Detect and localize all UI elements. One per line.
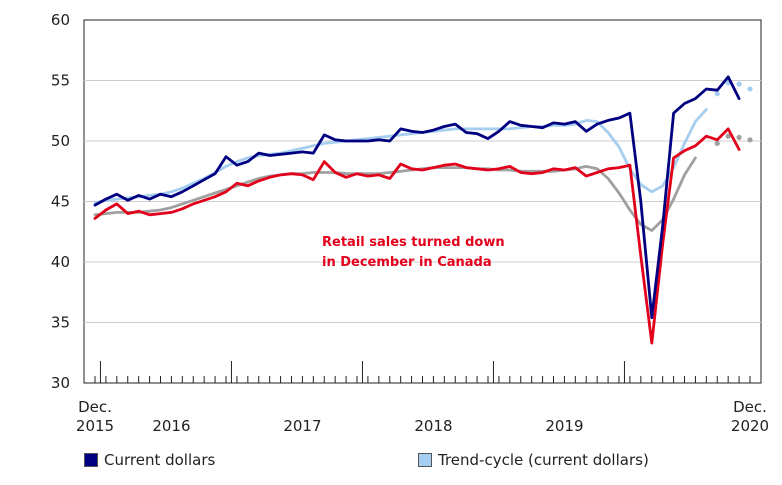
series-line-current-dollars — [93, 75, 741, 320]
series-line-constant-dollars — [93, 127, 741, 345]
x-tick-label-year: 2019 — [545, 417, 583, 435]
series-point — [747, 86, 753, 92]
annotation-line-2: in December in Canada — [322, 255, 492, 270]
series-point — [747, 137, 753, 143]
legend-item-trend-cycle: Trend-cycle (current dollars) — [418, 449, 649, 471]
y-tick-label: 40 — [51, 253, 70, 271]
series-point — [714, 91, 720, 97]
legend-label-trend-cycle: Trend-cycle (current dollars) — [438, 451, 649, 469]
y-tick-label: 60 — [51, 11, 70, 29]
y-tick-label: 35 — [51, 314, 70, 332]
series-point — [725, 133, 731, 139]
x-tick-label-year: 2020 — [731, 417, 769, 435]
legend-swatch-trend-cycle — [418, 453, 432, 467]
legend-label-current-dollars: Current dollars — [104, 451, 216, 469]
annotation-line-1: Retail sales turned down — [322, 235, 505, 250]
y-tick-label: 55 — [51, 72, 70, 90]
x-tick-label-year: 2018 — [414, 417, 452, 435]
series-point — [736, 81, 742, 87]
series-line-trend-cycle-current-dollars — [93, 108, 708, 205]
y-tick-label: 30 — [51, 374, 70, 392]
x-tick-label-month: Dec. — [733, 398, 767, 416]
x-tick-label-month: Dec. — [78, 398, 112, 416]
series-lines — [93, 75, 753, 345]
series-point — [736, 134, 742, 140]
x-tick-label-year: 2015 — [76, 417, 114, 435]
y-tick-label: 45 — [51, 193, 70, 211]
x-tick-label-year: 2017 — [283, 417, 321, 435]
legend-item-current-dollars: Current dollars — [84, 449, 215, 471]
y-tick-label: 50 — [51, 132, 70, 150]
series-point — [714, 140, 720, 147]
y-axis-labels: 30 35 40 45 50 55 60 — [51, 11, 70, 392]
x-tick-label-year: 2016 — [152, 417, 190, 435]
legend-swatch-current-dollars — [84, 453, 98, 467]
